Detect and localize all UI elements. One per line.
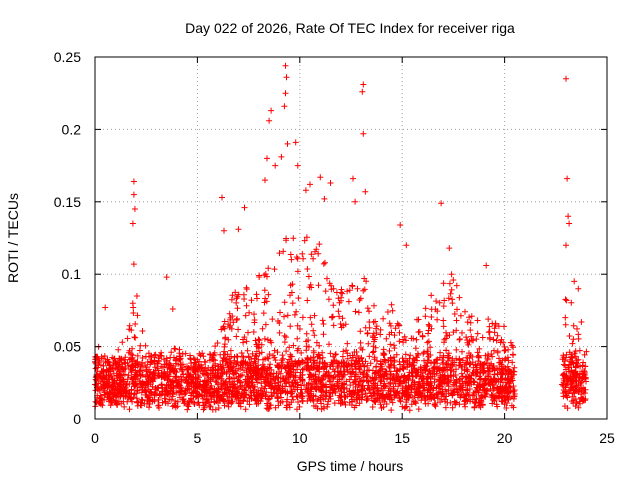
y-axis-label: ROTI / TECUs: [5, 193, 21, 283]
y-tick-label: 0.1: [62, 266, 82, 282]
chart-title: Day 022 of 2026, Rate Of TEC Index for r…: [185, 20, 515, 36]
y-tick-label: 0.15: [54, 194, 81, 210]
scatter-markers: [92, 62, 590, 414]
plot-frame: [94, 56, 608, 420]
y-tick-label: 0.2: [62, 121, 82, 137]
y-tick-label: 0.05: [54, 339, 81, 355]
x-tick-label: 20: [497, 430, 513, 446]
x-tick-label: 25: [599, 430, 615, 446]
x-tick-label: 5: [194, 430, 202, 446]
x-tick-label: 15: [394, 430, 410, 446]
axis-ticks: 0 5 10 15 20 25 0 0.05 0.1 0.15 0.2 0.25: [54, 49, 615, 446]
data-points: [92, 62, 590, 414]
x-tick-label: 10: [292, 430, 308, 446]
y-tick-label: 0.25: [54, 49, 81, 65]
x-tick-label: 0: [91, 430, 99, 446]
y-tick-label: 0: [73, 411, 81, 427]
grid-lines: [95, 57, 607, 419]
x-axis-label: GPS time / hours: [297, 458, 404, 474]
